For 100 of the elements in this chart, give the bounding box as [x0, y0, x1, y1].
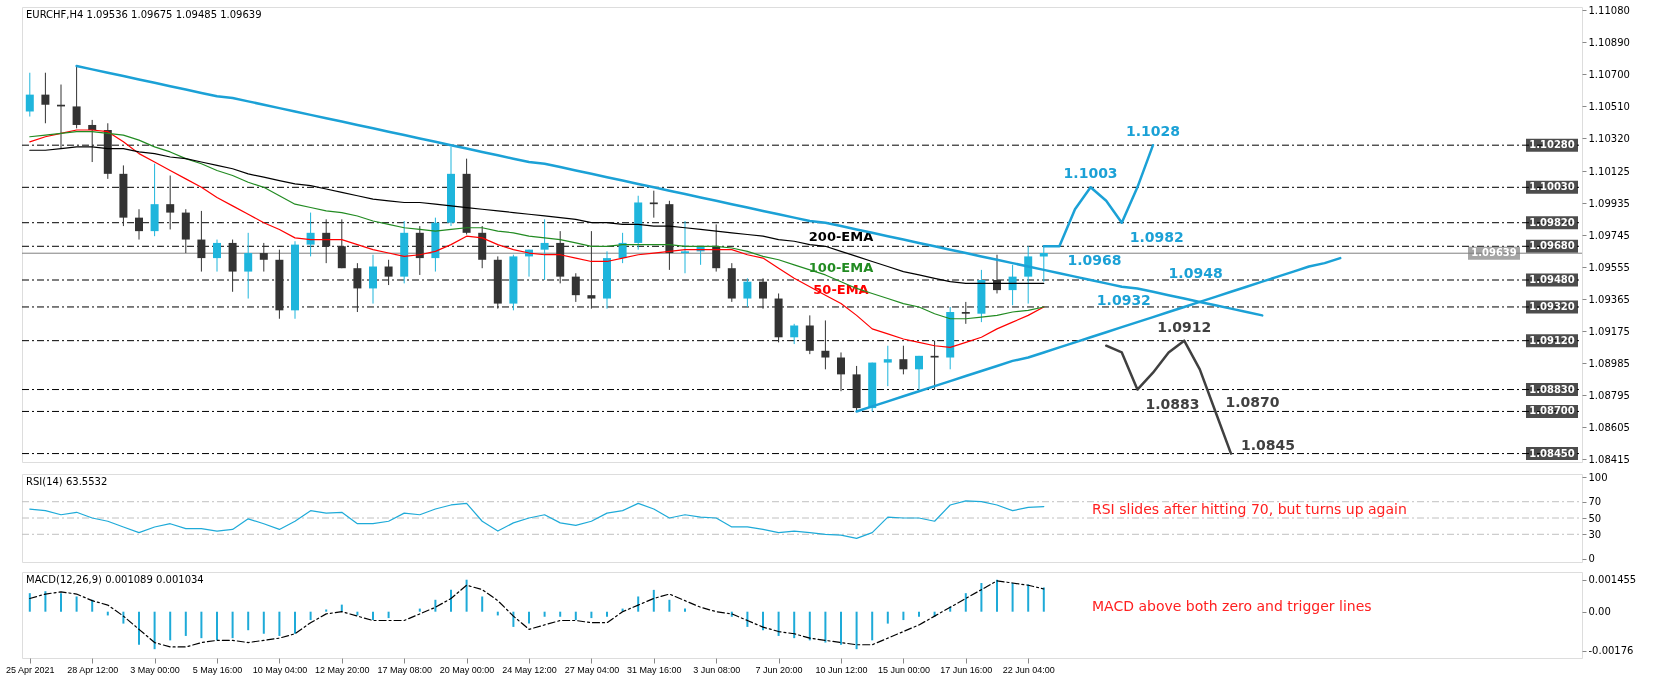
y-tick-label: 1.09745	[1588, 229, 1630, 241]
bar	[325, 609, 328, 612]
y-tick-label: 1.11080	[1588, 4, 1630, 16]
candlestick	[337, 218, 346, 269]
series-label: 200-EMA	[808, 229, 874, 245]
series-label: 100-EMA	[808, 259, 874, 275]
candlestick	[213, 239, 221, 273]
candlestick	[259, 242, 268, 273]
data-label: 1.1003	[1063, 165, 1118, 182]
candlestick	[197, 210, 206, 273]
bar	[543, 611, 546, 617]
bar	[1011, 583, 1014, 612]
y-tick-label: 1.09365	[1588, 293, 1630, 305]
line-series	[29, 500, 1045, 539]
candlestick	[25, 72, 34, 118]
chart-title: MACD(12,26,9) 0.001089 0.001034	[26, 574, 204, 585]
y-tick-label: 1.08605	[1588, 421, 1630, 433]
bar	[28, 593, 31, 612]
ref-line-label: 1.08700	[1529, 405, 1575, 417]
candlestick	[821, 319, 830, 370]
y-tick-label: -0.00176	[1588, 645, 1634, 656]
candlestick	[166, 175, 175, 230]
y-tick-label: 1.08415	[1588, 453, 1630, 465]
x-tick-label: 24 May 12:00	[502, 664, 557, 675]
data-label: 1.0883	[1145, 395, 1200, 412]
chart-title: RSI(14) 63.5532	[26, 476, 108, 487]
bar	[481, 596, 484, 612]
bar	[91, 599, 94, 612]
y-tick-label: 1.10890	[1588, 36, 1630, 48]
bar	[465, 579, 468, 612]
candlestick	[571, 272, 580, 303]
bar	[294, 611, 296, 634]
bar	[980, 583, 983, 612]
bar	[138, 611, 140, 645]
bar	[808, 611, 811, 641]
annotation: 1.0932	[1096, 291, 1151, 308]
bar	[418, 608, 421, 612]
candlestick	[743, 277, 752, 308]
bar	[60, 593, 62, 612]
bar	[387, 611, 390, 619]
candlestick	[837, 351, 845, 392]
annotation: 1.0948	[1168, 265, 1223, 281]
candlestick	[930, 340, 939, 391]
ref-line-label: 1.10030	[1529, 181, 1575, 193]
y-tick-label: 1.10320	[1588, 132, 1630, 144]
x-tick-label: 28 Apr 12:00	[67, 664, 119, 675]
bar	[574, 611, 577, 621]
ref-line-label: 1.09120	[1529, 334, 1575, 346]
candlestick	[306, 212, 315, 257]
x-tick-label: 10 Jun 12:00	[815, 664, 868, 675]
bar	[184, 611, 187, 636]
bar	[606, 611, 608, 617]
ref-line-label: 1.09320	[1529, 300, 1575, 312]
bar	[855, 611, 858, 650]
y-tick-label: 1.08985	[1588, 357, 1630, 369]
bar	[840, 611, 842, 645]
bar	[122, 611, 125, 624]
x-tick-label: 22 Jun 04:00	[1002, 664, 1055, 675]
bar	[528, 611, 530, 624]
bar	[75, 596, 78, 612]
bar	[216, 611, 218, 641]
bar	[824, 611, 827, 643]
bar	[652, 589, 655, 612]
x-tick-label: 10 May 04:00	[252, 664, 308, 675]
bar	[746, 611, 749, 627]
x-tick-label: 17 May 08:00	[377, 664, 432, 675]
x-tick-label: 7 Jun 20:00	[755, 664, 803, 675]
y-tick-label: 1.10700	[1588, 68, 1630, 80]
candlestick	[135, 208, 143, 241]
bar	[637, 596, 640, 612]
y-tick-label: 1.09555	[1588, 261, 1630, 273]
data-label: 1.0845	[1241, 436, 1296, 453]
ref-line-label: 1.09480	[1529, 274, 1575, 285]
candlestick	[790, 323, 799, 345]
y-tick-label: 0.00	[1588, 606, 1611, 618]
x-tick-label: 27 May 04:00	[564, 664, 620, 675]
candlestick	[244, 232, 253, 300]
bar	[1042, 587, 1045, 612]
y-tick-label: 30	[1588, 528, 1602, 540]
bar	[169, 611, 172, 641]
bar	[918, 611, 920, 617]
candlestick	[915, 355, 923, 391]
bar	[684, 608, 686, 612]
y-tick-label: 70	[1588, 496, 1602, 508]
ref-line-label: 1.10280	[1529, 139, 1575, 151]
y-tick-label: 0.001455	[1588, 574, 1637, 586]
candlestick	[72, 65, 81, 129]
bar	[996, 579, 998, 612]
candlestick	[759, 277, 767, 310]
bar	[886, 611, 889, 624]
bar	[200, 611, 203, 639]
bar	[964, 593, 967, 612]
candlestick	[649, 190, 658, 219]
y-tick-label: 1.10510	[1588, 100, 1630, 112]
ref-line-label: 1.09639	[1471, 247, 1517, 259]
ref-line-label: 1.09820	[1529, 216, 1575, 228]
data-label: 1.0912	[1157, 318, 1212, 335]
y-tick-label: 1.09935	[1588, 197, 1630, 209]
data-label: 1.0968	[1067, 252, 1122, 269]
bar	[278, 611, 281, 636]
